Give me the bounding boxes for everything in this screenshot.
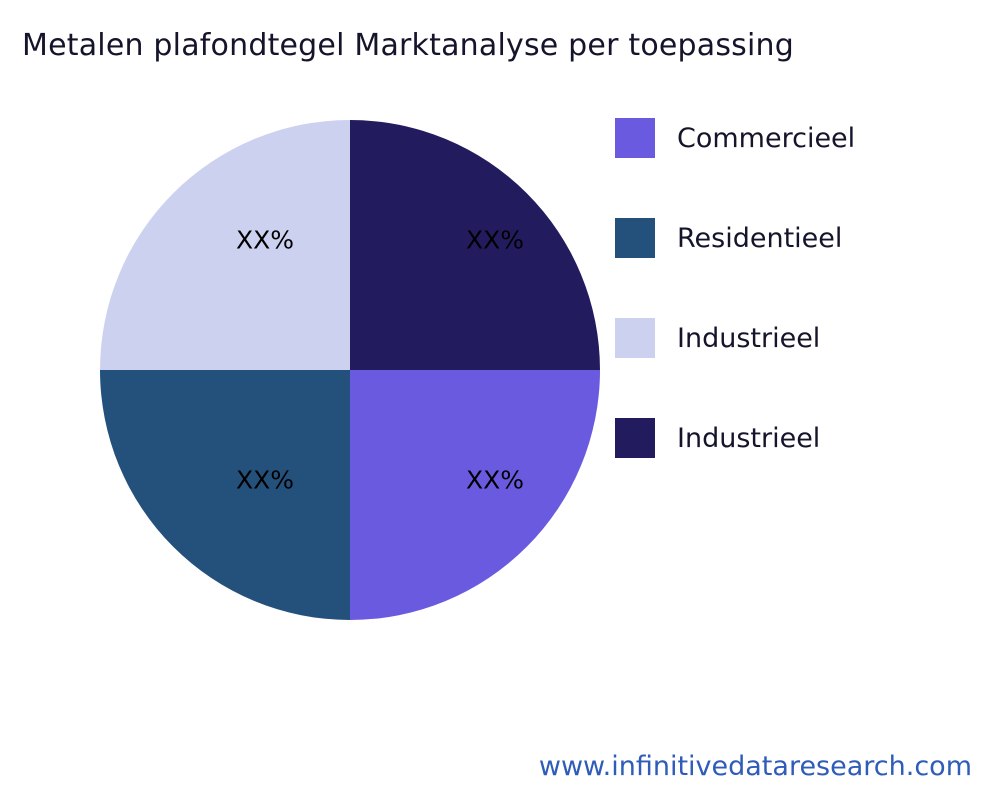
legend-item: Residentieel — [615, 218, 855, 258]
legend-swatch — [615, 418, 655, 458]
pie-slice-label: XX% — [465, 225, 525, 255]
legend-item: Industrieel — [615, 418, 855, 458]
legend-swatch — [615, 118, 655, 158]
footer-website-link[interactable]: www.infinitivedataresearch.com — [538, 751, 972, 782]
pie-slice-label: XX% — [465, 465, 525, 495]
legend-label: Residentieel — [677, 222, 843, 254]
legend-item: Industrieel — [615, 318, 855, 358]
legend-label: Industrieel — [677, 422, 821, 454]
legend-swatch — [615, 318, 655, 358]
legend-swatch — [615, 218, 655, 258]
pie-slice-label: XX% — [235, 465, 295, 495]
legend-label: Commercieel — [677, 122, 856, 154]
pie-chart: XX% XX% XX% XX% — [100, 120, 600, 620]
legend-label: Industrieel — [677, 322, 821, 354]
legend: Commercieel Residentieel Industrieel Ind… — [615, 118, 855, 458]
legend-item: Commercieel — [615, 118, 855, 158]
pie-slice-label: XX% — [235, 225, 295, 255]
chart-title: Metalen plafondtegel Marktanalyse per to… — [22, 28, 795, 63]
